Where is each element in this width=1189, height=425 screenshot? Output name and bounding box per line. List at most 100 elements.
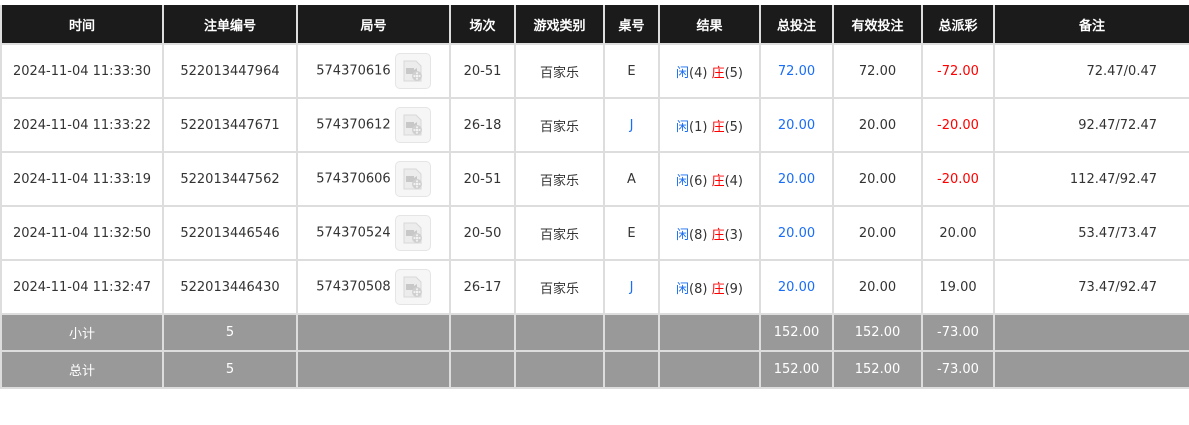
player-label: 闲 (675, 119, 689, 135)
payout-cell: -72.00 (921, 43, 995, 99)
banker-label: 庄 (711, 173, 725, 189)
header-result: 结果 (658, 5, 761, 45)
note-cell: 72.47/0.47 (993, 43, 1189, 99)
subtotal-row: 小计 5 152.00 152.00 -73.00 (0, 313, 1189, 352)
banker-label: 庄 (711, 227, 725, 243)
time-cell: 2024-11-04 11:33:30 (0, 43, 164, 99)
video-replay-icon[interactable] (394, 215, 431, 251)
bet-id-cell: 522013447562 (162, 151, 298, 207)
valid-bet-cell: 20.00 (832, 97, 923, 153)
player-score: (1) (689, 119, 708, 135)
video-replay-icon[interactable] (394, 269, 431, 305)
time-cell: 2024-11-04 11:33:22 (0, 97, 164, 153)
round-cell: 574370524 (296, 205, 451, 261)
header-valid-bet: 有效投注 (832, 5, 923, 45)
total-bet-cell: 20.00 (759, 259, 834, 315)
player-label: 闲 (675, 173, 689, 189)
session-cell: 20-50 (449, 205, 516, 261)
table-row: 2024-11-04 11:32:47 522013446430 5743705… (0, 259, 1189, 315)
table-cell: J (603, 97, 660, 153)
payout-cell: 20.00 (921, 205, 995, 261)
total-payout: -73.00 (921, 350, 995, 389)
header-time: 时间 (0, 5, 164, 45)
header-round: 局号 (296, 5, 451, 45)
video-replay-icon[interactable] (394, 107, 431, 143)
table-cell: E (603, 205, 660, 261)
note-cell: 73.47/92.47 (993, 259, 1189, 315)
total-valid-bet: 152.00 (832, 350, 923, 389)
video-replay-icon[interactable] (394, 53, 431, 89)
header-payout: 总派彩 (921, 5, 995, 45)
game-cell: 百家乐 (514, 43, 605, 99)
header-row: 时间 注单编号 局号 场次 游戏类别 桌号 结果 总投注 有效投注 总派彩 备注 (0, 5, 1189, 45)
round-cell: 574370606 (296, 151, 451, 207)
player-label: 闲 (675, 65, 689, 81)
header-bet-id: 注单编号 (162, 5, 298, 45)
total-bet-cell: 20.00 (759, 97, 834, 153)
header-table: 桌号 (603, 5, 660, 45)
bet-id-cell: 522013447671 (162, 97, 298, 153)
header-game: 游戏类别 (514, 5, 605, 45)
note-cell: 112.47/92.47 (993, 151, 1189, 207)
round-number: 574370616 (316, 63, 391, 79)
payout-cell: -20.00 (921, 97, 995, 153)
table-cell: E (603, 43, 660, 99)
session-cell: 20-51 (449, 43, 516, 99)
valid-bet-cell: 72.00 (832, 43, 923, 99)
round-number: 574370524 (316, 225, 391, 241)
total-bet-cell: 72.00 (759, 43, 834, 99)
note-cell: 92.47/72.47 (993, 97, 1189, 153)
player-score: (6) (689, 173, 708, 189)
result-cell: 闲(6) 庄(4) (658, 151, 761, 207)
subtotal-payout: -73.00 (921, 313, 995, 352)
total-label: 总计 (0, 350, 164, 389)
header-session: 场次 (449, 5, 516, 45)
subtotal-valid-bet: 152.00 (832, 313, 923, 352)
table-row: 2024-11-04 11:33:30 522013447964 5743706… (0, 43, 1189, 99)
subtotal-label: 小计 (0, 313, 164, 352)
banker-score: (5) (724, 119, 743, 135)
game-cell: 百家乐 (514, 97, 605, 153)
total-total-bet: 152.00 (759, 350, 834, 389)
game-cell: 百家乐 (514, 205, 605, 261)
header-total-bet: 总投注 (759, 5, 834, 45)
session-cell: 26-18 (449, 97, 516, 153)
player-label: 闲 (675, 281, 689, 297)
bet-id-cell: 522013446430 (162, 259, 298, 315)
session-cell: 26-17 (449, 259, 516, 315)
time-cell: 2024-11-04 11:32:50 (0, 205, 164, 261)
result-cell: 闲(4) 庄(5) (658, 43, 761, 99)
subtotal-count: 5 (162, 313, 298, 352)
table-cell: A (603, 151, 660, 207)
bet-records-table: 时间 注单编号 局号 场次 游戏类别 桌号 结果 总投注 有效投注 总派彩 备注… (0, 5, 1189, 389)
round-number: 574370606 (316, 171, 391, 187)
game-cell: 百家乐 (514, 259, 605, 315)
subtotal-total-bet: 152.00 (759, 313, 834, 352)
note-cell: 53.47/73.47 (993, 205, 1189, 261)
table-row: 2024-11-04 11:33:22 522013447671 5743706… (0, 97, 1189, 153)
bet-id-cell: 522013446546 (162, 205, 298, 261)
round-cell: 574370616 (296, 43, 451, 99)
banker-label: 庄 (711, 281, 725, 297)
payout-cell: 19.00 (921, 259, 995, 315)
session-cell: 20-51 (449, 151, 516, 207)
time-cell: 2024-11-04 11:33:19 (0, 151, 164, 207)
total-bet-cell: 20.00 (759, 205, 834, 261)
header-note: 备注 (993, 5, 1189, 45)
total-count: 5 (162, 350, 298, 389)
video-replay-icon[interactable] (394, 161, 431, 197)
table-cell: J (603, 259, 660, 315)
result-cell: 闲(8) 庄(3) (658, 205, 761, 261)
player-score: (4) (689, 65, 708, 81)
table-row: 2024-11-04 11:32:50 522013446546 5743705… (0, 205, 1189, 261)
player-score: (8) (689, 281, 708, 297)
round-number: 574370612 (316, 117, 391, 133)
round-cell: 574370508 (296, 259, 451, 315)
game-cell: 百家乐 (514, 151, 605, 207)
table-row: 2024-11-04 11:33:19 522013447562 5743706… (0, 151, 1189, 207)
total-row: 总计 5 152.00 152.00 -73.00 (0, 350, 1189, 389)
valid-bet-cell: 20.00 (832, 259, 923, 315)
banker-score: (5) (724, 65, 743, 81)
banker-label: 庄 (711, 119, 725, 135)
bet-id-cell: 522013447964 (162, 43, 298, 99)
